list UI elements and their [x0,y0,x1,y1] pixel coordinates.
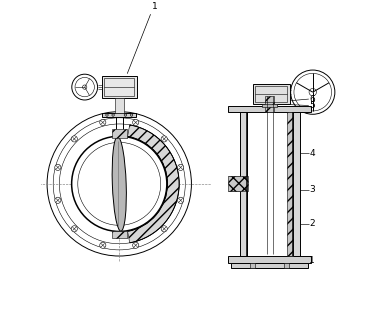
Wedge shape [128,125,179,243]
Text: 4: 4 [309,149,315,158]
Circle shape [100,242,106,248]
Bar [287,112,293,256]
Circle shape [71,136,77,142]
Ellipse shape [112,137,126,231]
Bar [112,129,127,138]
Bar [240,112,247,256]
Bar [265,104,277,106]
Circle shape [112,114,114,116]
Bar [262,104,277,107]
Circle shape [178,197,184,203]
Circle shape [130,114,133,116]
Text: 5: 5 [309,101,315,110]
Circle shape [78,142,161,225]
Circle shape [309,89,316,96]
Bar [253,84,290,104]
Circle shape [133,242,139,248]
Bar [228,177,248,191]
Text: 2: 2 [309,219,315,228]
Bar [102,76,137,98]
Circle shape [82,85,87,89]
Text: 6: 6 [309,95,315,104]
Circle shape [133,119,139,125]
Bar [284,263,289,268]
Circle shape [71,226,77,232]
Circle shape [161,226,167,232]
Bar [293,112,300,256]
Circle shape [100,119,106,125]
Circle shape [161,136,167,142]
Circle shape [55,197,61,203]
Circle shape [124,114,127,116]
Bar [231,263,308,268]
Circle shape [55,164,61,170]
Bar [112,232,127,238]
Bar [115,98,124,113]
Text: 3: 3 [309,186,315,194]
Bar [102,113,136,117]
Bar [265,96,274,112]
Bar [104,79,135,96]
Circle shape [106,114,108,116]
Bar [251,263,255,268]
Text: 1: 1 [152,2,158,11]
Bar [228,106,311,112]
Text: 1: 1 [309,256,315,265]
Bar [255,85,287,102]
Circle shape [72,136,167,232]
Bar [228,256,311,263]
Circle shape [178,164,184,170]
